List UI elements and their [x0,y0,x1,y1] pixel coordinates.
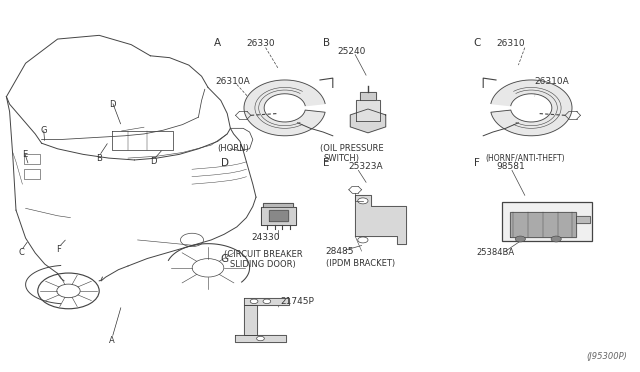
Polygon shape [360,92,376,100]
Polygon shape [264,202,293,207]
Text: (IPDM BRACKET): (IPDM BRACKET) [326,259,396,268]
Text: (OIL PRESSURE: (OIL PRESSURE [320,144,383,153]
Text: (CIRCUIT BREAKER: (CIRCUIT BREAKER [224,250,303,259]
Circle shape [358,237,368,243]
Text: (HORN): (HORN) [218,144,250,153]
Text: SLIDING DOOR): SLIDING DOOR) [230,260,296,269]
Text: 28485: 28485 [325,247,354,256]
FancyBboxPatch shape [502,202,592,241]
Text: B: B [96,154,102,163]
Polygon shape [509,212,576,237]
Text: (HORNF/ANTI-THEFT): (HORNF/ANTI-THEFT) [485,154,564,163]
Text: D: D [150,157,157,166]
Text: 98581: 98581 [496,162,525,171]
Text: F: F [474,157,479,167]
Text: G: G [40,126,47,135]
Text: 26330: 26330 [246,39,275,48]
Polygon shape [244,298,289,305]
Text: D: D [109,100,115,109]
Polygon shape [244,305,257,335]
Text: (J95300P): (J95300P) [586,352,627,361]
Text: 24330: 24330 [252,233,280,242]
Text: A: A [214,38,221,48]
Text: B: B [323,38,330,48]
Circle shape [515,236,525,242]
Polygon shape [244,80,325,136]
Circle shape [358,198,368,204]
Text: 21745P: 21745P [280,297,314,306]
Text: E: E [323,157,330,167]
Polygon shape [261,207,296,225]
Text: 25231L: 25231L [557,216,588,225]
Polygon shape [576,216,590,223]
Text: 26310A: 26310A [534,77,569,86]
Circle shape [551,236,561,242]
Polygon shape [356,100,380,121]
Circle shape [257,336,264,341]
Text: E: E [22,150,27,159]
Text: G: G [221,254,229,264]
Polygon shape [355,195,406,244]
Circle shape [250,299,258,304]
Circle shape [263,299,271,304]
Text: C: C [18,248,24,257]
Text: A: A [109,336,115,345]
Polygon shape [269,210,288,221]
Text: F: F [56,245,61,254]
Text: 25240: 25240 [337,47,365,56]
Text: 26310: 26310 [496,39,525,48]
Text: C: C [474,38,481,48]
Polygon shape [235,335,286,342]
Text: D: D [221,157,229,167]
Text: 25323A: 25323A [349,162,383,171]
Polygon shape [350,109,386,133]
Text: 25384BA: 25384BA [477,248,515,257]
Text: 26310A: 26310A [216,77,250,86]
Text: SWITCH): SWITCH) [323,154,359,163]
Polygon shape [491,80,572,136]
